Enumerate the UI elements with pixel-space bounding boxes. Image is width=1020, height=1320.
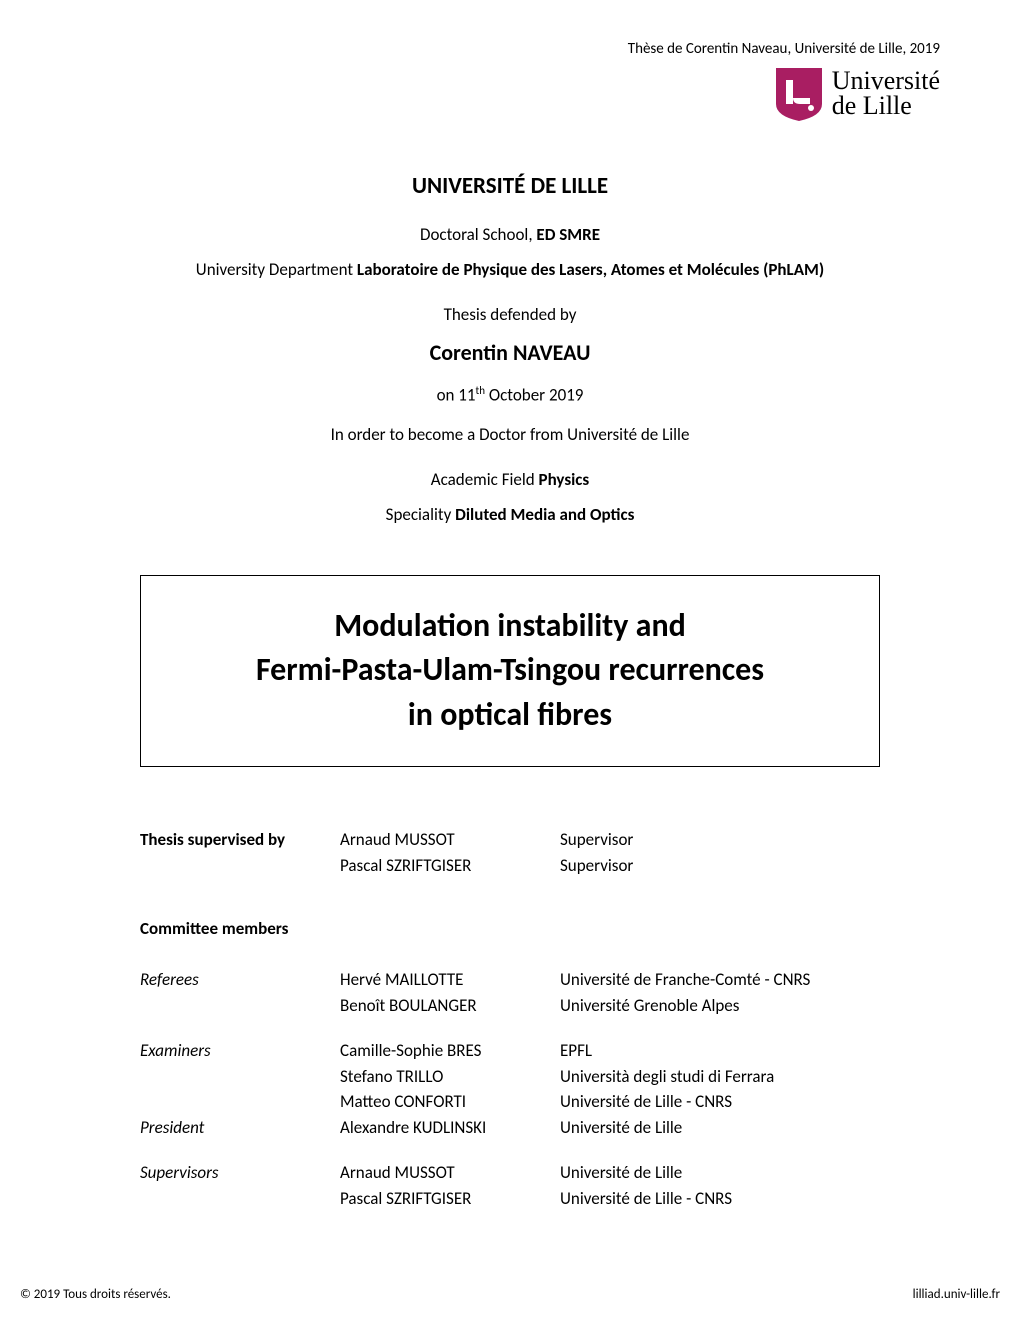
line3-prefix: University Department	[196, 259, 357, 280]
thesis-defended-line: Thesis defended by	[80, 304, 940, 325]
title-line1: Modulation instability and	[161, 604, 859, 649]
line8-bold: Diluted Media and Optics	[455, 504, 634, 525]
table-row: Benoît BOULANGER Université Grenoble Alp…	[140, 993, 940, 1019]
committee-role: Université de Lille - CNRS	[560, 1186, 940, 1212]
thesis-title-box: Modulation instability and Fermi-Pasta-U…	[140, 575, 880, 767]
university-logo-icon	[774, 66, 824, 122]
supervisor-role: Supervisor	[560, 853, 940, 879]
line3-bold: Laboratoire de Physique des Lasers, Atom…	[357, 259, 824, 280]
committee-section: Committee members Referees Hervé MAILLOT…	[140, 918, 940, 1211]
supervised-label: Thesis supervised by	[140, 827, 340, 853]
table-row: Referees Hervé MAILLOTTE Université de F…	[140, 967, 940, 993]
date-suffix: October 2019	[485, 385, 583, 406]
committee-name: Pascal SZRIFTGISER	[340, 1186, 560, 1212]
page-footer: © 2019 Tous droits réservés. lilliad.uni…	[20, 1287, 1000, 1302]
line7-bold: Physics	[539, 469, 590, 490]
line8-prefix: Speciality	[386, 504, 455, 525]
copyright-text: © 2019 Tous droits réservés.	[20, 1287, 171, 1302]
doctoral-school-line: Doctoral School, ED SMRE	[80, 224, 940, 245]
thesis-title: Modulation instability and Fermi-Pasta-U…	[161, 604, 859, 738]
committee-role: Università degli studi di Ferrara	[560, 1064, 940, 1090]
academic-field-line: Academic Field Physics	[80, 469, 940, 490]
supervisors-label: Supervisors	[140, 1160, 340, 1186]
committee-name: Alexandre KUDLINSKI	[340, 1115, 560, 1141]
committee-name: Camille-Sophie BRES	[340, 1038, 560, 1064]
table-row: Thesis supervised by Arnaud MUSSOT Super…	[140, 827, 940, 853]
committee-name: Benoît BOULANGER	[340, 993, 560, 1019]
committee-role: Université de Lille - CNRS	[560, 1089, 940, 1115]
committee-name: Matteo CONFORTI	[340, 1089, 560, 1115]
committee-role: Université de Lille	[560, 1160, 940, 1186]
committee-role: Université de Lille	[560, 1115, 940, 1141]
table-row: Matteo CONFORTI Université de Lille - CN…	[140, 1089, 940, 1115]
table-row: President Alexandre KUDLINSKI Université…	[140, 1115, 940, 1141]
table-row: Examiners Camille-Sophie BRES EPFL	[140, 1038, 940, 1064]
line7-prefix: Academic Field	[431, 469, 539, 490]
supervisor-name: Arnaud MUSSOT	[340, 827, 560, 853]
date-sup: th	[476, 384, 485, 397]
supervisor-name: Pascal SZRIFTGISER	[340, 853, 560, 879]
committee-role: Université de Franche-Comté - CNRS	[560, 967, 940, 993]
table-row: Stefano TRILLO Università degli studi di…	[140, 1064, 940, 1090]
committee-header: Committee members	[140, 918, 940, 939]
line2-prefix: Doctoral School,	[420, 224, 536, 245]
department-line: University Department Laboratoire de Phy…	[80, 259, 940, 280]
logo-text-line2: de Lille	[832, 94, 940, 119]
table-row: Supervisors Arnaud MUSSOT Université de …	[140, 1160, 940, 1186]
supervisor-role: Supervisor	[560, 827, 940, 853]
author-name: Corentin NAVEAU	[80, 339, 940, 366]
table-row: Pascal SZRIFTGISER Université de Lille -…	[140, 1186, 940, 1212]
logo-block: Université de Lille	[80, 66, 940, 122]
doctor-purpose-line: In order to become a Doctor from Univers…	[80, 424, 940, 445]
title-line2: Fermi-Pasta-Ulam-Tsingou recurrences	[161, 648, 859, 693]
examiners-label: Examiners	[140, 1038, 340, 1064]
referees-label: Referees	[140, 967, 340, 993]
committee-role: EPFL	[560, 1038, 940, 1064]
committee-name: Stefano TRILLO	[340, 1064, 560, 1090]
date-prefix: on 11	[437, 385, 476, 406]
footer-url: lilliad.univ-lille.fr	[913, 1287, 1000, 1302]
supervised-section: Thesis supervised by Arnaud MUSSOT Super…	[140, 827, 940, 878]
line2-bold: ED SMRE	[536, 224, 600, 245]
committee-name: Arnaud MUSSOT	[340, 1160, 560, 1186]
committee-role: Université Grenoble Alpes	[560, 993, 940, 1019]
university-name: UNIVERSITÉ DE LILLE	[80, 172, 940, 200]
logo-text: Université de Lille	[832, 69, 940, 118]
title-line3: in optical fibres	[161, 693, 859, 738]
header-attribution: Thèse de Corentin Naveau, Université de …	[80, 40, 940, 58]
defense-date: on 11th October 2019	[80, 384, 940, 406]
speciality-line: Speciality Diluted Media and Optics	[80, 504, 940, 525]
committee-name: Hervé MAILLOTTE	[340, 967, 560, 993]
table-row: Pascal SZRIFTGISER Supervisor	[140, 853, 940, 879]
president-label: President	[140, 1115, 340, 1141]
